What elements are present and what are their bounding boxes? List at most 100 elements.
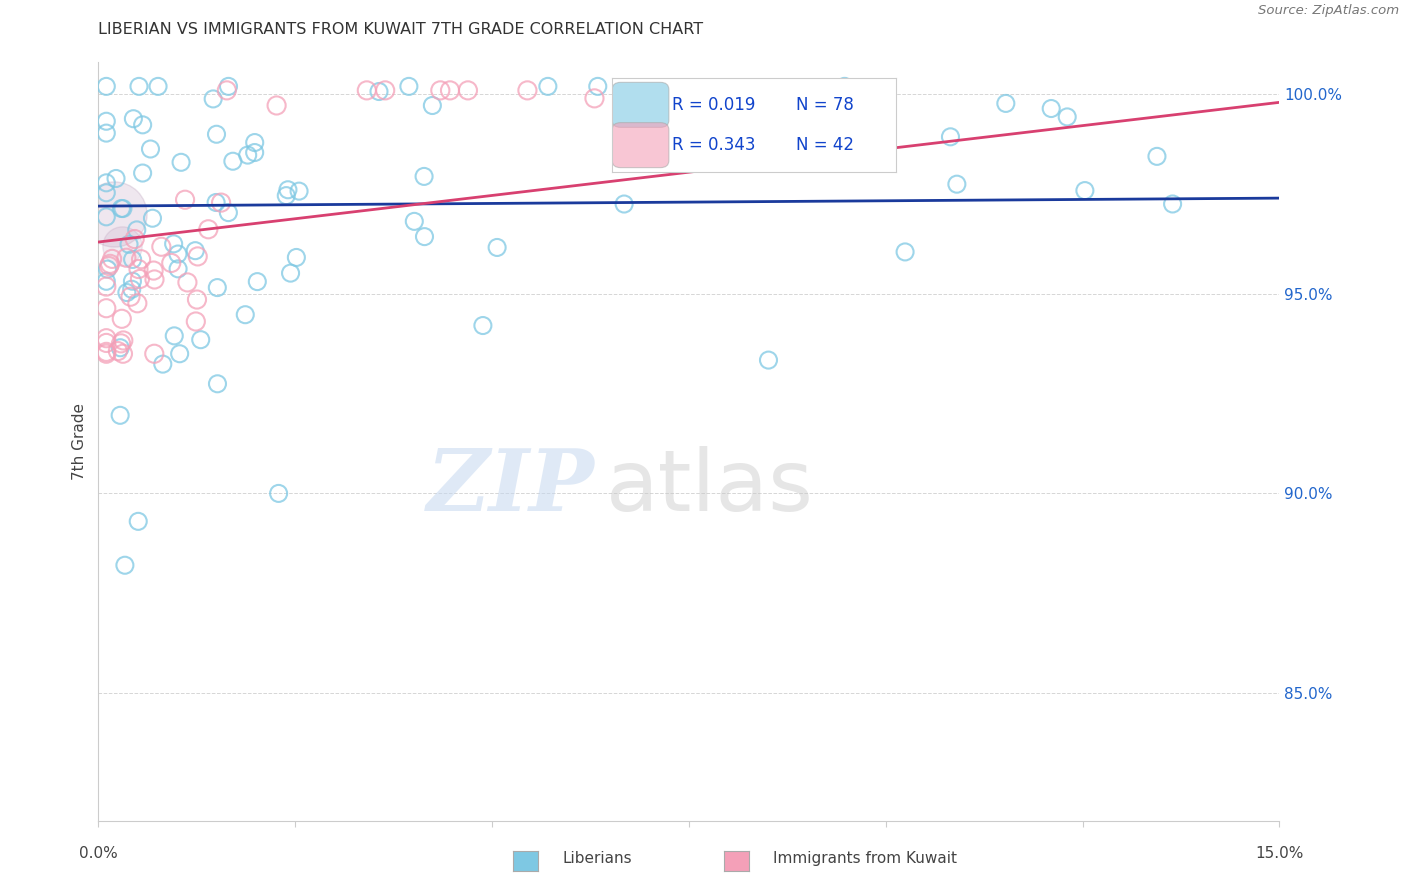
Point [202, 92, 225, 106]
Point [398, 79, 420, 94]
Point [110, 336, 132, 351]
Point [96, 210, 118, 224]
Point [413, 169, 436, 184]
Point [1056, 110, 1078, 124]
Point [143, 272, 166, 286]
Point [176, 276, 198, 290]
Point [1161, 197, 1184, 211]
Point [96, 344, 118, 359]
Point [163, 329, 186, 343]
Point [243, 136, 266, 150]
Point [96, 274, 118, 288]
Point [276, 188, 298, 202]
Point [243, 145, 266, 160]
Point [994, 96, 1017, 111]
Point [167, 247, 190, 261]
Point [142, 263, 165, 277]
Point [187, 249, 209, 263]
Point [141, 211, 163, 226]
Point [105, 171, 128, 186]
Point [356, 83, 378, 97]
Point [96, 347, 118, 361]
Text: Liberians: Liberians [562, 851, 633, 865]
Point [288, 184, 311, 198]
Point [184, 314, 207, 328]
Point [939, 129, 962, 144]
Point [96, 331, 118, 345]
Point [96, 186, 118, 200]
Point [280, 266, 302, 280]
Point [215, 83, 238, 97]
Point [457, 83, 479, 97]
Text: LIBERIAN VS IMMIGRANTS FROM KUWAIT 7TH GRADE CORRELATION CHART: LIBERIAN VS IMMIGRANTS FROM KUWAIT 7TH G… [98, 22, 703, 37]
Point [110, 341, 132, 355]
Point [613, 197, 636, 211]
Point [139, 142, 162, 156]
Text: ZIP: ZIP [426, 445, 595, 529]
Point [112, 334, 135, 348]
Point [186, 293, 208, 307]
Point [121, 252, 143, 267]
Point [98, 257, 121, 271]
Point [236, 148, 259, 162]
Point [190, 333, 212, 347]
Point [98, 259, 121, 273]
Point [277, 183, 299, 197]
Point [413, 229, 436, 244]
Point [209, 195, 232, 210]
Point [184, 244, 207, 258]
Point [471, 318, 494, 333]
Y-axis label: 7th Grade: 7th Grade [72, 403, 87, 480]
Point [246, 275, 269, 289]
Point [110, 202, 132, 216]
Point [207, 376, 229, 391]
Point [583, 91, 606, 105]
Point [115, 285, 138, 300]
Point [894, 244, 917, 259]
Point [101, 252, 124, 266]
Point [205, 195, 228, 210]
Point [131, 118, 153, 132]
Text: 15.0%: 15.0% [1256, 846, 1303, 861]
Point [150, 240, 173, 254]
Point [1040, 102, 1063, 116]
Point [114, 558, 136, 573]
Text: Source: ZipAtlas.com: Source: ZipAtlas.com [1258, 4, 1399, 18]
Point [96, 79, 118, 94]
Point [197, 222, 219, 236]
Text: atlas: atlas [606, 445, 814, 529]
Point [111, 311, 134, 326]
Point [121, 282, 143, 296]
Point [127, 296, 149, 310]
Point [439, 83, 461, 97]
Point [121, 274, 143, 288]
Point [167, 261, 190, 276]
Point [103, 207, 125, 221]
Text: Immigrants from Kuwait: Immigrants from Kuwait [773, 851, 957, 865]
Point [118, 237, 141, 252]
Point [267, 486, 290, 500]
Point [537, 79, 560, 94]
Point [96, 114, 118, 128]
Point [127, 262, 149, 277]
Point [122, 112, 145, 126]
Point [516, 83, 538, 97]
Point [422, 98, 444, 112]
Point [129, 252, 152, 267]
Point [218, 79, 240, 94]
Point [207, 280, 229, 294]
Point [96, 176, 118, 190]
Point [1074, 184, 1097, 198]
Point [946, 177, 969, 191]
Point [96, 301, 118, 316]
Point [146, 79, 169, 94]
Point [127, 514, 149, 528]
Point [128, 79, 150, 94]
Point [586, 79, 609, 94]
Point [174, 193, 197, 207]
Point [374, 83, 396, 97]
Point [758, 353, 780, 368]
Point [96, 126, 118, 140]
Point [152, 357, 174, 371]
Point [222, 154, 245, 169]
